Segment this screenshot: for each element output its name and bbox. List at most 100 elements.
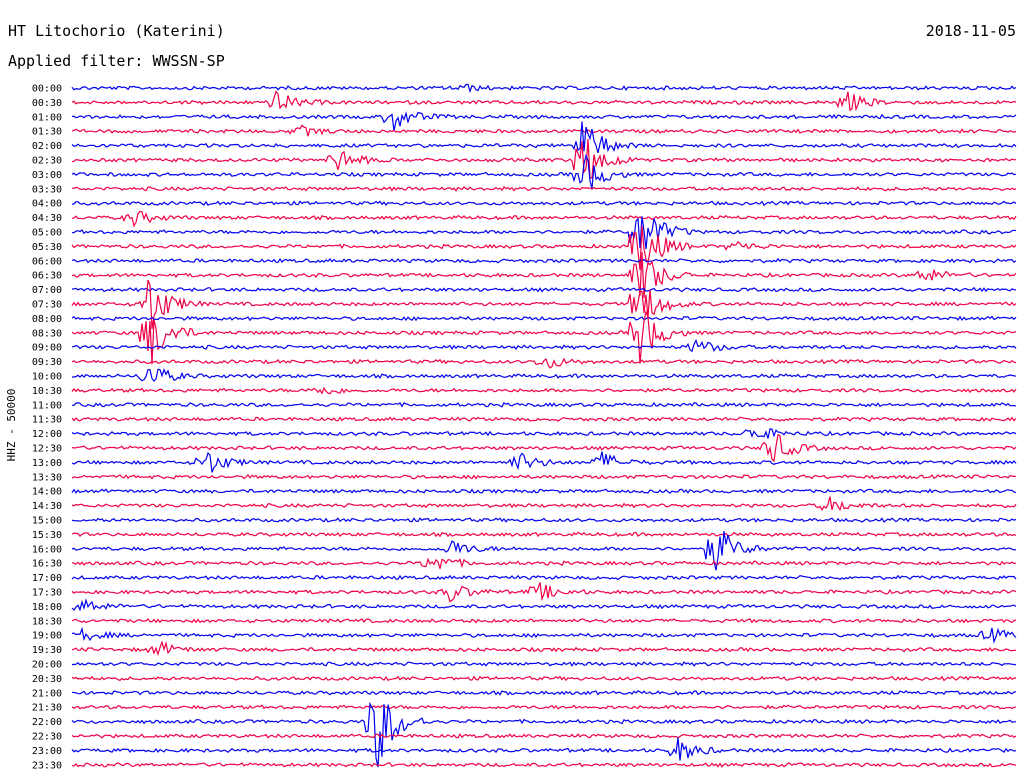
- trace-row-0500: [71, 216, 1017, 250]
- row-time-label: 04:00: [32, 199, 62, 210]
- trace-row-0900: [71, 338, 1017, 353]
- row-time-label: 01:30: [32, 127, 62, 138]
- row-time-label: 12:30: [32, 444, 62, 455]
- row-time-label: 12:00: [32, 429, 62, 440]
- row-time-label: 01:00: [32, 112, 62, 123]
- trace-row-2030: [71, 675, 1017, 682]
- row-time-label: 00:30: [32, 98, 62, 109]
- trace-row-2330: [71, 762, 1017, 768]
- row-time-label: 22:30: [32, 732, 62, 743]
- row-time-label: 17:30: [32, 588, 62, 599]
- filter-label: Applied filter: WWSSN-SP: [8, 52, 225, 70]
- trace-row-0330: [71, 185, 1017, 192]
- row-time-label: 08:00: [32, 314, 62, 325]
- trace-row-1200: [71, 428, 1017, 439]
- row-time-label: 19:00: [32, 631, 62, 642]
- row-time-label: 19:30: [32, 645, 62, 656]
- row-time-label: 07:30: [32, 300, 62, 311]
- row-tick-labels: 00:00 00:30 01:00 01:30 02:00 02:30 03:00 03:30…: [32, 84, 62, 772]
- row-time-label: 15:00: [32, 516, 62, 527]
- row-time-label: 08:30: [32, 328, 62, 339]
- row-time-label: 11:00: [32, 400, 62, 411]
- trace-row-1030: [71, 386, 1017, 395]
- trace-row-0430: [71, 210, 1017, 228]
- row-time-label: 21:00: [32, 688, 62, 699]
- channel-axis-label: HHZ - 50000: [5, 389, 18, 462]
- row-time-label: 20:00: [32, 660, 62, 671]
- row-time-label: 14:00: [32, 487, 62, 498]
- trace-row-0930: [71, 357, 1017, 369]
- row-time-label: 00:00: [32, 84, 62, 95]
- row-time-label: 06:00: [32, 256, 62, 267]
- row-time-label: 17:00: [32, 573, 62, 584]
- row-time-label: 22:00: [32, 717, 62, 728]
- row-time-label: 10:30: [32, 386, 62, 397]
- row-time-label: 16:00: [32, 544, 62, 555]
- row-time-label: 09:30: [32, 357, 62, 368]
- row-time-label: 23:00: [32, 746, 62, 757]
- trace-row-2200: [71, 701, 1017, 768]
- trace-row-1600: [71, 531, 1017, 571]
- row-time-label: 15:30: [32, 530, 62, 541]
- row-time-label: 14:30: [32, 501, 62, 512]
- trace-row-0600: [71, 257, 1017, 264]
- trace-row-2130: [71, 704, 1017, 710]
- trace-row-1700: [71, 574, 1017, 581]
- trace-row-1100: [71, 401, 1017, 408]
- trace-row-0000: [71, 83, 1017, 94]
- trace-row-0800: [71, 315, 1017, 322]
- trace-row-2000: [72, 661, 1017, 667]
- row-time-label: 02:30: [32, 156, 62, 167]
- row-time-label: 07:00: [32, 285, 62, 296]
- trace-row-1300: [71, 451, 1017, 473]
- trace-row-1430: [71, 496, 1017, 512]
- row-time-label: 16:30: [32, 559, 62, 570]
- trace-row-1900: [71, 626, 1017, 644]
- trace-row-2300: [71, 737, 1017, 761]
- trace-row-0700: [71, 286, 1017, 293]
- row-time-label: 18:00: [32, 602, 62, 613]
- row-time-label: 03:30: [32, 184, 62, 195]
- row-time-label: 04:30: [32, 213, 62, 224]
- row-time-label: 02:00: [32, 141, 62, 152]
- row-time-label: 20:30: [32, 674, 62, 685]
- trace-row-0300: [71, 153, 1017, 189]
- row-time-label: 06:30: [32, 271, 62, 282]
- trace-row-1000: [72, 368, 1017, 382]
- trace-row-1500: [71, 517, 1017, 523]
- row-time-label: 05:00: [32, 228, 62, 239]
- trace-row-0730: [71, 279, 1017, 330]
- trace-row-1930: [71, 640, 1017, 657]
- row-time-label: 09:00: [32, 343, 62, 354]
- row-time-label: 03:00: [32, 170, 62, 181]
- trace-row-1830: [71, 618, 1017, 624]
- date-label: 2018-11-05: [926, 22, 1016, 40]
- row-time-label: 10:00: [32, 372, 62, 383]
- trace-row-0130: [71, 124, 1017, 137]
- row-time-label: 23:30: [32, 760, 62, 771]
- row-time-label: 21:30: [32, 703, 62, 714]
- row-time-label: 13:30: [32, 472, 62, 483]
- trace-row-1730: [71, 582, 1017, 603]
- trace-row-1530: [71, 531, 1017, 538]
- trace-row-0200: [71, 121, 1017, 154]
- station-title: HT Litochorio (Katerini): [8, 22, 225, 40]
- trace-row-1400: [71, 488, 1017, 494]
- trace-row-0100: [71, 111, 1017, 132]
- trace-row-1330: [71, 474, 1017, 480]
- row-time-label: 11:30: [32, 415, 62, 426]
- trace-row-2100: [71, 690, 1017, 696]
- trace-row-1800: [71, 597, 1017, 612]
- row-time-label: 13:00: [32, 458, 62, 469]
- trace-row-0530: [71, 225, 1017, 270]
- trace-row-1130: [71, 416, 1017, 422]
- trace-row-0030: [71, 90, 1017, 112]
- trace-row-0230: [71, 138, 1017, 179]
- trace-row-2230: [71, 733, 1017, 739]
- row-time-label: 18:30: [32, 616, 62, 627]
- trace-rows: [71, 83, 1017, 768]
- row-time-label: 05:30: [32, 242, 62, 253]
- trace-row-1230: [71, 433, 1017, 463]
- trace-row-0630: [71, 252, 1017, 298]
